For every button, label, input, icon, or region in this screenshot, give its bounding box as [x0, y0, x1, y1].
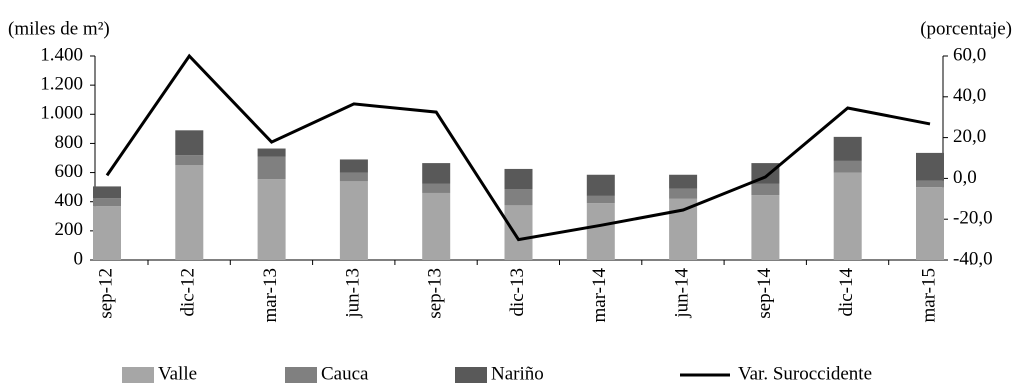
x-tick-label: sep-12 — [95, 268, 116, 319]
bar — [175, 155, 204, 166]
bar — [833, 160, 862, 173]
y-tick-label: 1.400 — [40, 44, 83, 65]
y2-tick-label: 40,0 — [953, 85, 986, 106]
bar — [669, 198, 698, 260]
y-tick-label: 1.200 — [40, 74, 83, 95]
bar — [422, 163, 451, 184]
y2-axis-label: (porcentaje) — [920, 18, 1012, 39]
bar — [339, 181, 368, 260]
legend-label: Cauca — [321, 363, 369, 384]
bar — [504, 189, 533, 206]
bar — [422, 192, 451, 260]
x-tick-label: dic-14 — [836, 268, 857, 317]
bar — [833, 136, 862, 161]
bar — [586, 174, 615, 196]
bar — [93, 206, 121, 260]
y-tick-label: 0 — [74, 248, 84, 269]
bar — [422, 183, 451, 193]
line — [105, 53, 931, 242]
bar — [833, 172, 862, 260]
y-tick-label: 400 — [55, 190, 84, 211]
legend-label: Valle — [158, 363, 197, 384]
x-tick-label: dic-12 — [178, 268, 199, 317]
bar — [257, 148, 286, 157]
y-tick-label: 600 — [55, 161, 84, 182]
x-tick-label: mar-13 — [260, 268, 281, 323]
bar — [916, 187, 944, 260]
y-tick-label: 200 — [55, 219, 84, 240]
bar — [93, 198, 121, 207]
legend-swatch — [122, 367, 154, 383]
bar — [916, 180, 944, 188]
bar — [504, 205, 533, 260]
bar — [669, 174, 698, 189]
y2-tick-label: 0,0 — [953, 167, 977, 188]
x-tick-label: jun-13 — [342, 268, 363, 319]
bar — [339, 172, 368, 182]
bar — [751, 183, 780, 196]
y2-tick-label: 20,0 — [953, 126, 986, 147]
x-tick-label: jun-14 — [671, 268, 692, 319]
bar — [175, 165, 204, 260]
legend-swatch — [455, 367, 487, 383]
bar — [93, 186, 121, 199]
bar — [751, 195, 780, 260]
y2-tick-label: -40,0 — [953, 248, 993, 269]
x-tick-label: dic-13 — [507, 268, 528, 317]
y-axis-label: (miles de m²) — [8, 18, 110, 39]
y-tick-label: 1.000 — [40, 103, 83, 124]
bar — [257, 179, 286, 260]
y2-tick-label: 60,0 — [953, 44, 986, 65]
legend-label: Var. Suroccidente — [738, 363, 872, 384]
bar — [257, 156, 286, 180]
bar — [504, 168, 533, 190]
bar — [175, 130, 204, 156]
bar — [916, 152, 944, 181]
y-tick-label: 800 — [55, 132, 84, 153]
bar — [586, 203, 615, 260]
x-tick-label: sep-13 — [425, 268, 446, 319]
bar — [586, 195, 615, 204]
bar — [339, 159, 368, 173]
x-tick-label: mar-15 — [918, 268, 939, 323]
y2-tick-label: -20,0 — [953, 208, 993, 229]
x-tick-label: mar-14 — [589, 268, 610, 323]
x-tick-label: sep-14 — [754, 268, 775, 319]
legend-label: Nariño — [491, 363, 544, 384]
legend-swatch — [285, 367, 317, 383]
bar — [669, 188, 698, 199]
